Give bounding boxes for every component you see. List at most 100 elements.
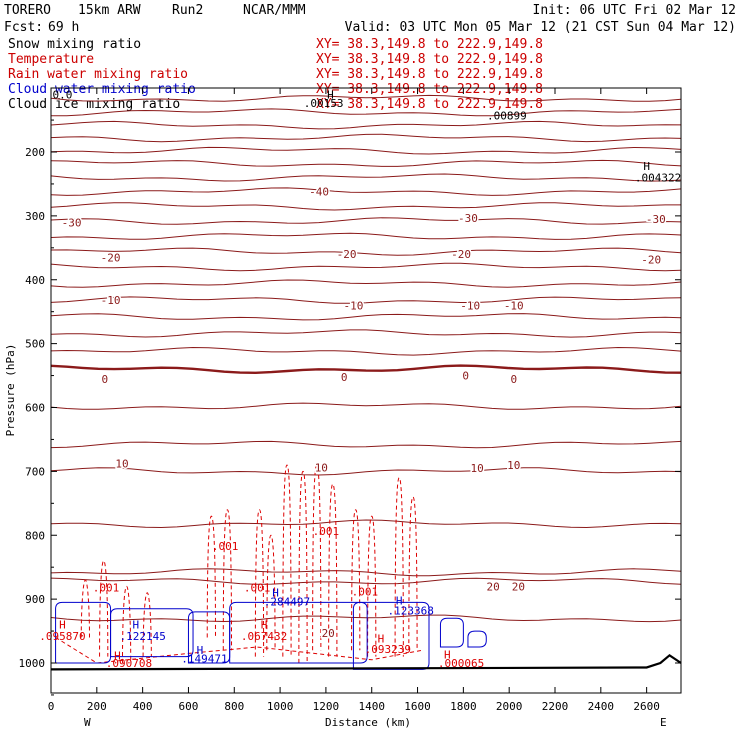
rain-water-contour [408,496,418,651]
y-tick-label: 700 [25,465,45,478]
x-tick-label: 2000 [496,700,523,713]
x-tick-label: 1200 [313,700,340,713]
temperature-contour-line [50,262,682,272]
temperature-contour-line [50,120,682,130]
temperature-contour-label: -20 [337,248,357,261]
temperature-contour-label: -20 [641,253,661,266]
y-tick-label: 200 [25,146,45,159]
maximum-label: .122145 [119,630,165,643]
rain-water-contour [328,483,338,657]
maximum-label: H [114,649,121,662]
x-axis: 0 200 400 600 800 1000 1200 1400 1600 1800 2000 220… [48,88,660,713]
field-section: XY= 38.3,149.8 to 222.9,149.8 [316,37,543,52]
field-name: Snow mixing ratio [8,37,141,52]
temperature-contour-line [50,467,682,476]
maximum-label: H [261,619,268,632]
temperature-contour-label: 10 [470,462,483,475]
maximum-label: .093239 [365,643,411,656]
temperature-contour-label: -10 [343,299,363,312]
temperature-contour-line [50,279,682,288]
temperature-contour-label: -10 [460,299,480,312]
y-axis-title: Pressure (hPa) [4,344,17,437]
rain-water-label: .001 [244,582,271,595]
temperature-contour-label: 10 [507,459,520,472]
model-name: TORERO [4,3,51,18]
temperature-contour-line [50,440,682,449]
cloud-water-contour [110,608,194,658]
cloud-water-contour [229,601,368,664]
rain-water-contour [99,560,109,657]
temperature-contour-label: 10 [315,462,328,475]
temperature-contour-label: 0 [341,371,348,384]
temperature-contour-label: 20 [322,627,335,640]
x-tick-label: 1000 [267,700,294,713]
temperature-contour-label: -10 [504,299,524,312]
terrain-surface [50,653,682,671]
temperature-contour-line [50,577,682,585]
rain-water-label: .001 [93,582,120,595]
x-tick-label: 600 [179,700,199,713]
field-section: XY= 38.3,149.8 to 222.9,149.8 [316,67,543,82]
temperature-contour-label: 10 [115,458,128,471]
x-tick-label: 200 [87,700,107,713]
forecast-value: 69 h [48,20,79,35]
temperature-contour-line [50,202,681,211]
temperature-contour-line [50,296,682,304]
maximum-label: H [444,649,451,662]
rain-water-contour [282,464,292,657]
temperature-contour-label: -20 [101,251,121,264]
x-tick-label: 0 [48,700,55,713]
cloud-water-contour [187,611,231,664]
x-tick-label: 2200 [542,700,569,713]
cloud-water-contour [55,601,112,664]
temperature-contour-line [50,146,682,155]
rain-water-contour [55,637,423,664]
temperature-contour-label: -30 [458,212,478,225]
temperature-contour-line [50,519,682,529]
temperature-contour-line [50,313,682,321]
y-tick-label: 800 [25,529,45,542]
rain-water-label: .001 [313,525,340,538]
temperature-contour-label: -40 [309,186,329,199]
temperature-contour-label: 20 [512,580,525,593]
rain-water-contour [298,470,308,664]
x-tick-label: 2600 [633,700,660,713]
maximum-label: H [272,587,279,600]
maximum-label: .004322 [635,172,681,185]
cloud-water-contour [439,617,464,648]
maximum-label: .00153 [304,97,344,110]
rain-water-contour [394,477,404,657]
temperature-contour-line [50,614,682,623]
chart-header: TORERO 15km ARW Run2 NCAR/MMM Init: 06 U… [4,3,736,35]
x-tick-label: 2400 [588,700,615,713]
temperature-contour-line [50,402,682,410]
field-section: XY= 38.3,149.8 to 222.9,149.8 [316,52,543,67]
model-org: NCAR/MMM [243,3,306,18]
x-tick-label: 1400 [358,700,385,713]
maximum-label: .090708 [106,657,152,670]
temperature-contour-line [50,346,682,356]
maximum-label: .00899 [487,110,527,123]
field-name: Temperature [8,52,94,67]
cloud-water-contour [467,630,487,648]
x-tick-label: 1800 [450,700,477,713]
y-tick-label: 900 [25,593,45,606]
maximum-label: H [197,644,204,657]
temperature-contours [50,94,682,623]
temperature-contour-line [50,173,682,182]
rain-water-contour [312,464,322,651]
rain-water-contour [206,515,216,638]
temperature-contour-label: -30 [62,216,82,229]
y-tick-label: 500 [25,338,45,351]
plot-area: -40 -30 -30 -30 -20 -20 -20 -20 -10 -10 -10 -10 0 0 0 0… [39,87,682,694]
field-name: Rain water mixing ratio [8,67,188,82]
temperature-contour-line [50,329,682,338]
maximum-label: .123368 [387,605,433,618]
temperature-contour-label: -10 [101,294,121,307]
x-axis-left-end: W [84,716,91,729]
maximum-label: H [327,89,334,102]
rain-water-contours [55,464,423,664]
rain-water-label: .001 [352,585,379,598]
x-tick-label: 400 [133,700,153,713]
